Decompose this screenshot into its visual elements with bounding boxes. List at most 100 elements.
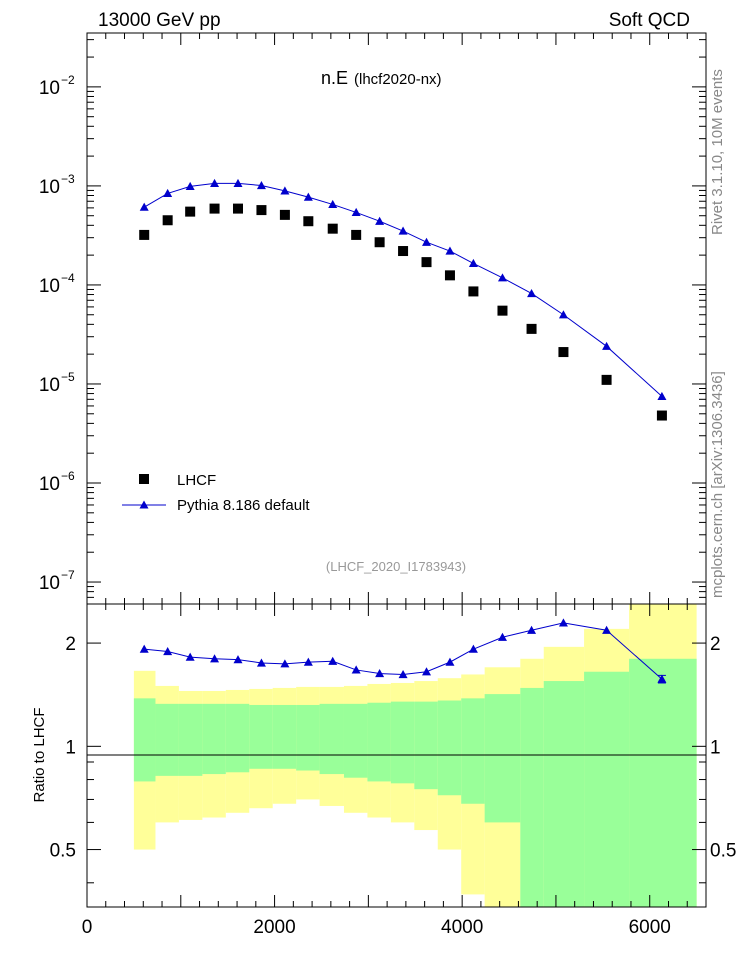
pythia-point xyxy=(558,310,568,319)
ratio-pythia-point xyxy=(303,657,313,666)
main-y-tick-label-base: 10 xyxy=(39,177,60,198)
ratio-pythia-point xyxy=(163,647,173,656)
pythia-point xyxy=(497,273,507,282)
ratio-pythia-point xyxy=(233,655,243,664)
x-tick-label: 0 xyxy=(82,917,93,938)
lhcf-point xyxy=(279,209,290,220)
pythia-point xyxy=(422,237,432,246)
pythia-point xyxy=(468,258,478,268)
ratio-plot-marks xyxy=(139,618,667,684)
ratio-y-tick-label-right: 2 xyxy=(710,634,721,655)
green-band-bin xyxy=(520,687,544,907)
lhcf-point xyxy=(139,229,150,240)
analysis-label: (LHCF_2020_I1783943) xyxy=(326,559,466,574)
lhcf-point xyxy=(232,203,243,214)
pythia-point xyxy=(351,207,361,217)
lhcf-point xyxy=(209,203,220,214)
lhcf-point xyxy=(656,410,667,421)
plot-title: n.E xyxy=(321,68,348,88)
lhcf-point xyxy=(601,374,612,385)
ratio-pythia-point xyxy=(185,652,195,661)
pythia-point xyxy=(210,178,220,188)
green-band-bin xyxy=(343,703,368,778)
green-band-bin xyxy=(225,703,250,773)
lhcf-point xyxy=(303,216,314,227)
ratio-pythia-point xyxy=(497,632,507,641)
ratio-pythia-point xyxy=(398,669,408,679)
ratio-panel-frame xyxy=(86,603,707,908)
pythia-point xyxy=(657,391,667,400)
lhcf-point xyxy=(256,205,267,216)
main-y-tick-label-exponent: −7 xyxy=(61,568,75,582)
green-band-bin xyxy=(155,703,179,776)
x-tick-labels: 0 2000 4000 6000 xyxy=(82,917,671,938)
ratio-pythia-point xyxy=(256,658,266,667)
lhcf-point xyxy=(374,237,385,248)
green-band-bin xyxy=(584,671,630,907)
legend-label-pythia: Pythia 8.186 default xyxy=(177,497,310,514)
ratio-pythia-point xyxy=(558,618,568,627)
main-y-tick-label-exponent: −3 xyxy=(61,172,75,186)
lhcf-point xyxy=(421,257,432,268)
legend-item-pythia: Pythia 8.186 default xyxy=(122,497,310,514)
ratio-pythia-point xyxy=(139,644,149,653)
pythia-point xyxy=(445,246,455,255)
main-y-tick-label-base: 10 xyxy=(39,375,60,396)
ratio-axis-ticks xyxy=(86,604,707,907)
main-y-tick-label-exponent: −5 xyxy=(61,370,75,384)
green-band-bin xyxy=(629,658,697,907)
pythia-point xyxy=(398,226,408,235)
main-y-tick-labels: 10−710−610−510−410−310−2 xyxy=(39,73,75,594)
lhcf-point xyxy=(526,323,537,334)
ratio-y-tick-label-right: 1 xyxy=(710,737,721,758)
ratio-y-tick-label-right: 0.5 xyxy=(710,841,736,862)
main-y-tick-label-base: 10 xyxy=(39,276,60,297)
green-band-bin xyxy=(133,698,156,782)
pythia-point xyxy=(163,188,173,198)
legend-label-lhcf: LHCF xyxy=(177,472,216,489)
lhcf-point xyxy=(398,246,409,257)
pythia-point xyxy=(328,199,338,209)
pythia-point xyxy=(527,288,537,298)
pythia-point xyxy=(602,341,612,350)
main-y-tick-label-base: 10 xyxy=(39,573,60,594)
legend-item-lhcf: LHCF xyxy=(139,472,216,489)
header-right-label: Soft QCD xyxy=(609,10,690,31)
pythia-point xyxy=(139,202,149,211)
main-y-tick-label-exponent: −4 xyxy=(61,271,75,285)
main-panel: 10−710−610−510−410−310−2 n.E (lhcf2020-n… xyxy=(39,32,707,605)
legend-marker-pythia xyxy=(139,500,149,509)
header-left-label: 13000 GeV pp xyxy=(98,10,221,31)
lhcf-point xyxy=(351,229,362,240)
ratio-y-tick-label-left: 0.5 xyxy=(50,841,76,862)
green-band-bin xyxy=(461,698,485,804)
main-y-tick-label-exponent: −2 xyxy=(61,73,75,87)
green-band-bin xyxy=(272,704,297,769)
ratio-y-tick-label-left: 2 xyxy=(65,634,76,655)
legend-marker-lhcf xyxy=(139,474,149,484)
main-y-tick-label: 10 −5 xyxy=(39,370,75,396)
ratio-y-tick-label-left: 1 xyxy=(65,737,76,758)
lhcf-point xyxy=(468,286,479,297)
lhcf-point xyxy=(444,270,455,281)
legend: LHCF Pythia 8.186 default xyxy=(122,472,310,514)
ratio-y-tick-labels: 0.5 0.5 1 1 2 2 xyxy=(50,634,737,861)
main-panel-frame xyxy=(86,32,707,605)
lhcf-point xyxy=(162,215,173,226)
green-band-bin xyxy=(543,681,585,907)
green-band-bin xyxy=(178,703,203,776)
pythia-line xyxy=(143,182,663,397)
main-y-tick-label: 10 −3 xyxy=(39,172,75,198)
ratio-pythia-point xyxy=(375,669,385,678)
green-band-bin xyxy=(296,704,320,771)
mcplots-credit-label: mcplots.cern.ch [arXiv:1306.3436] xyxy=(709,371,726,598)
ratio-pythia-point xyxy=(445,657,455,666)
x-tick-label: 6000 xyxy=(629,917,671,938)
green-band-bin xyxy=(202,703,226,775)
lhcf-point xyxy=(497,305,508,316)
green-band-bin xyxy=(319,703,344,775)
ratio-y-axis-label: Ratio to LHCF xyxy=(31,707,48,802)
ratio-pythia-point xyxy=(280,659,290,668)
ratio-pythia-point xyxy=(210,654,220,663)
pythia-point xyxy=(185,181,195,190)
